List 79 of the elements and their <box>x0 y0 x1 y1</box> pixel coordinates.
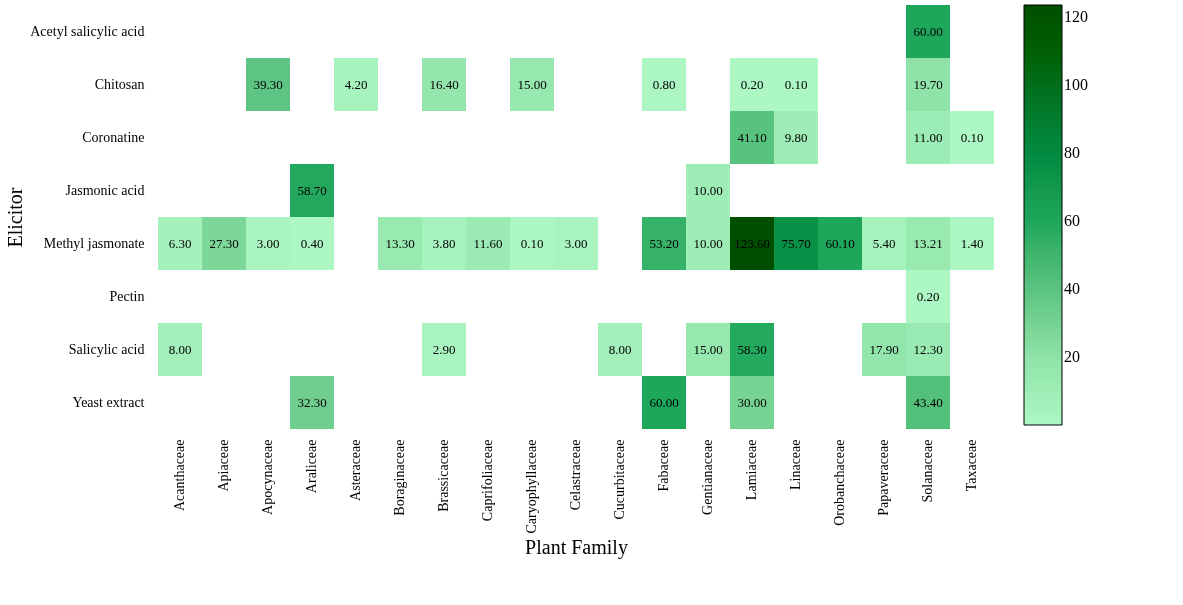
data-label: 8.00 <box>168 341 192 357</box>
data-label: 43.40 <box>913 394 943 410</box>
color-bar-label: 100 <box>1064 76 1088 94</box>
color-bar-label: 120 <box>1064 8 1088 26</box>
x-tick-label: Caprifoliaceae <box>480 439 495 522</box>
data-label: 3.00 <box>564 235 588 251</box>
data-label: 58.70 <box>297 182 327 198</box>
x-tick-label: Linaceae <box>788 439 803 491</box>
data-label: 0.10 <box>960 129 984 145</box>
x-tick-label: Acanthaceae <box>172 439 187 511</box>
color-bar-label: 80 <box>1064 144 1080 162</box>
x-tick-label: Cucurbitaceae <box>612 439 627 520</box>
x-tick-label: Apocynaceae <box>260 439 275 515</box>
x-tick-label: Gentianaceae <box>700 439 715 515</box>
color-bar-label: 60 <box>1064 212 1080 230</box>
x-tick-label: Taxaceae <box>964 439 979 492</box>
y-tick-label: Chitosan <box>94 76 145 92</box>
data-label: 6.30 <box>168 235 192 251</box>
x-tick-label: Caryophyllaceae <box>524 439 539 534</box>
data-label: 11.00 <box>913 129 943 145</box>
data-label: 41.10 <box>737 129 767 145</box>
x-tick-label: Brassicaceae <box>436 439 451 512</box>
data-label: 123.60 <box>734 235 770 251</box>
data-label: 0.20 <box>916 288 940 304</box>
data-label: 30.00 <box>737 394 767 410</box>
data-label: 13.21 <box>913 235 943 251</box>
x-tick-label: Papaveraceae <box>876 439 891 516</box>
data-label: 8.00 <box>608 341 632 357</box>
data-label: 60.10 <box>825 235 855 251</box>
y-tick-label: Yeast extract <box>72 394 145 410</box>
y-tick-label: Pectin <box>109 288 145 304</box>
data-label: 9.80 <box>784 129 808 145</box>
y-tick-label: Jasmonic acid <box>65 182 145 198</box>
x-tick-label: Fabaceae <box>656 439 671 492</box>
data-label: 0.10 <box>520 235 544 251</box>
x-tick-label: Lamiaceae <box>744 439 759 501</box>
data-label: 3.00 <box>256 235 280 251</box>
data-label: 13.30 <box>385 235 415 251</box>
data-label: 10.00 <box>693 235 723 251</box>
y-tick-label: Acetyl salicylic acid <box>30 23 145 39</box>
data-label: 0.20 <box>740 76 764 92</box>
x-axis-title: Plant Family <box>525 535 628 559</box>
data-label: 0.40 <box>300 235 324 251</box>
data-label: 11.60 <box>473 235 503 251</box>
data-label: 27.30 <box>209 235 239 251</box>
data-label: 0.80 <box>652 76 676 92</box>
data-label: 19.70 <box>913 76 943 92</box>
data-label: 0.10 <box>784 76 808 92</box>
data-label: 12.30 <box>913 341 943 357</box>
x-tick-label: Orobanchaceae <box>832 439 847 526</box>
y-tick-label: Methyl jasmonate <box>43 235 145 251</box>
data-label: 58.30 <box>737 341 767 357</box>
data-label: 4.20 <box>344 76 368 92</box>
data-label: 39.30 <box>253 76 283 92</box>
x-tick-label: Araliceae <box>304 439 319 494</box>
data-label: 75.70 <box>781 235 811 251</box>
x-tick-label: Celastraceae <box>568 439 583 511</box>
color-bar-label: 40 <box>1064 280 1080 298</box>
data-label: 3.80 <box>432 235 456 251</box>
data-label: 60.00 <box>913 23 943 39</box>
data-label: 2.90 <box>432 341 456 357</box>
data-label: 16.40 <box>429 76 459 92</box>
data-label: 15.00 <box>517 76 547 92</box>
x-tick-label: Apiaceae <box>216 439 231 492</box>
y-tick-label: Coronatine <box>82 129 145 145</box>
data-label: 53.20 <box>649 235 679 251</box>
x-tick-label: Solanaceae <box>920 439 935 503</box>
data-label: 10.00 <box>693 182 723 198</box>
color-bar-label: 20 <box>1064 348 1080 366</box>
data-label: 15.00 <box>693 341 723 357</box>
data-label: 32.30 <box>297 394 327 410</box>
x-tick-label: Asteraceae <box>348 439 363 501</box>
x-tick-label: Boraginaceae <box>392 439 407 516</box>
y-tick-label: Salicylic acid <box>68 341 145 357</box>
data-label: 5.40 <box>872 235 896 251</box>
y-axis-title: Elicitor <box>4 187 27 248</box>
data-label: 1.40 <box>960 235 984 251</box>
data-label: 60.00 <box>649 394 679 410</box>
data-label: 17.90 <box>869 341 899 357</box>
